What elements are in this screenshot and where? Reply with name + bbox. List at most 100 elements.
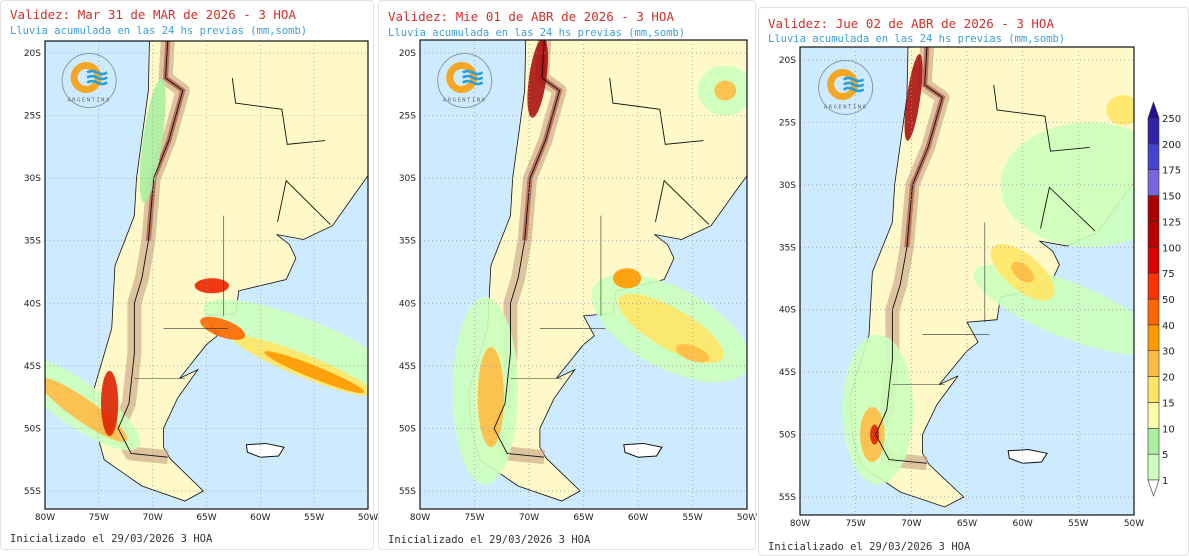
lat-tick-label: 35S — [24, 237, 41, 247]
lon-tick-label: 80W — [790, 519, 810, 529]
panel-subtitle: Lluvia acumulada en las 24 hs previas (m… — [10, 25, 308, 37]
init-label: Inicializado el 29/03/2026 3 HOA — [10, 533, 213, 545]
lat-tick-label: 50S — [399, 424, 416, 434]
colorbar-label: 1 — [1162, 476, 1168, 487]
logo-wave — [842, 81, 865, 88]
logo-wave — [86, 69, 108, 76]
map-1 — [45, 41, 368, 509]
colorbar-label: 200 — [1162, 140, 1181, 151]
lat-tick-label: 20S — [779, 56, 796, 66]
colorbar-label: 30 — [1162, 347, 1175, 358]
colorbar-label: 175 — [1162, 166, 1181, 177]
country-border — [117, 41, 184, 458]
colorbar-label: 75 — [1162, 269, 1175, 280]
colorbar-label: 250 — [1162, 114, 1181, 125]
colorbar-label: 125 — [1162, 217, 1181, 228]
lon-tick-label: 75W — [845, 519, 865, 529]
colorbar-under-triangle — [1147, 479, 1160, 497]
falkland-islands — [623, 442, 663, 458]
lon-tick-label: 80W — [35, 513, 55, 523]
logo-wave — [462, 69, 484, 76]
panel-title: Validez: Jue 02 de ABR de 2026 - 3 HOA — [768, 16, 1054, 31]
lat-tick-label: 40S — [779, 306, 796, 316]
colorbar-over-triangle — [1147, 101, 1160, 119]
lat-tick-label: 55S — [779, 493, 796, 503]
lat-tick-label: 25S — [24, 112, 41, 122]
panel-2: Validez: Mie 01 de ABR de 2026 - 3 HOA L… — [378, 0, 756, 550]
lat-tick-label: 45S — [399, 362, 416, 372]
colorbar-label: 50 — [1162, 295, 1175, 306]
rain-area — [100, 370, 119, 436]
lat-tick-label: 30S — [779, 181, 796, 191]
colorbar-label: 150 — [1162, 192, 1181, 203]
rain-area — [714, 80, 737, 101]
lat-tick-label: 35S — [399, 237, 416, 247]
lat-tick-label: 20S — [24, 49, 41, 59]
lon-tick-label: 65W — [196, 513, 216, 523]
map-3 — [800, 47, 1134, 515]
colorbar-label: 10 — [1162, 424, 1175, 435]
lat-tick-label: 25S — [399, 112, 416, 122]
lat-tick-label: 40S — [24, 299, 41, 309]
lat-tick-label: 30S — [399, 174, 416, 184]
falkland-islands — [245, 442, 285, 458]
colorbar-label: 40 — [1162, 321, 1175, 332]
logo-wave — [462, 79, 484, 86]
lon-tick-label: 55W — [682, 513, 702, 523]
logo-ring — [61, 53, 117, 109]
country-border — [231, 77, 325, 145]
panel-1: Validez: Mar 31 de MAR de 2026 - 3 HOA L… — [0, 0, 374, 550]
country-border — [609, 77, 704, 145]
logo-ring — [818, 59, 874, 115]
lon-tick-label: 55W — [1068, 519, 1088, 529]
lon-tick-label: 75W — [464, 513, 484, 523]
country-border — [654, 179, 710, 225]
rain-area — [612, 268, 642, 289]
lat-tick-label: 50S — [779, 431, 796, 441]
country-border — [1040, 186, 1096, 232]
smn-logo: ARGENTINA — [818, 59, 874, 115]
country-border — [993, 84, 1090, 152]
lon-tick-label: 60W — [250, 513, 270, 523]
rain-area — [203, 299, 368, 395]
map-frame — [44, 40, 369, 510]
lat-tick-label: 25S — [779, 118, 796, 128]
colorbar-label: 100 — [1162, 243, 1181, 254]
lat-tick-label: 30S — [24, 174, 41, 184]
rain-area — [194, 278, 230, 294]
falkland-islands — [1007, 449, 1048, 464]
country-border — [277, 179, 331, 225]
smn-logo: ARGENTINA — [61, 53, 117, 109]
logo-wave — [842, 76, 865, 83]
panel-3: Validez: Jue 02 de ABR de 2026 - 3 HOA L… — [758, 7, 1189, 556]
rain-area — [1106, 94, 1134, 125]
lon-tick-label: 70W — [901, 519, 921, 529]
rain-area — [477, 347, 504, 448]
init-label: Inicializado el 29/03/2026 3 HOA — [768, 541, 971, 553]
lon-tick-label: 65W — [957, 519, 977, 529]
rain-area — [1000, 122, 1134, 248]
lat-tick-label: 45S — [24, 362, 41, 372]
logo-text: ARGENTINA — [824, 104, 867, 110]
map-frame — [799, 46, 1135, 516]
panel-subtitle: Lluvia acumulada en las 24 hs previas (m… — [388, 27, 686, 39]
lon-tick-label: 50W — [737, 513, 757, 523]
rain-area — [1011, 261, 1034, 283]
country-border — [493, 40, 561, 458]
lon-tick-label: 55W — [304, 513, 324, 523]
panel-title: Validez: Mar 31 de MAR de 2026 - 3 HOA — [10, 7, 296, 22]
lon-tick-label: 50W — [1124, 519, 1144, 529]
lat-tick-label: 55S — [399, 487, 416, 497]
colorbar-label: 15 — [1162, 398, 1175, 409]
panel-subtitle: Lluvia acumulada en las 24 hs previas (m… — [768, 33, 1066, 45]
logo-ring — [437, 53, 493, 109]
logo-text: ARGENTINA — [443, 98, 486, 104]
panel-title: Validez: Mie 01 de ABR de 2026 - 3 HOA — [388, 9, 674, 24]
smn-logo: ARGENTINA — [437, 53, 493, 109]
rain-area — [264, 351, 365, 394]
map-frame — [419, 39, 748, 510]
logo-wave — [462, 74, 484, 81]
lon-tick-label: 65W — [573, 513, 593, 523]
